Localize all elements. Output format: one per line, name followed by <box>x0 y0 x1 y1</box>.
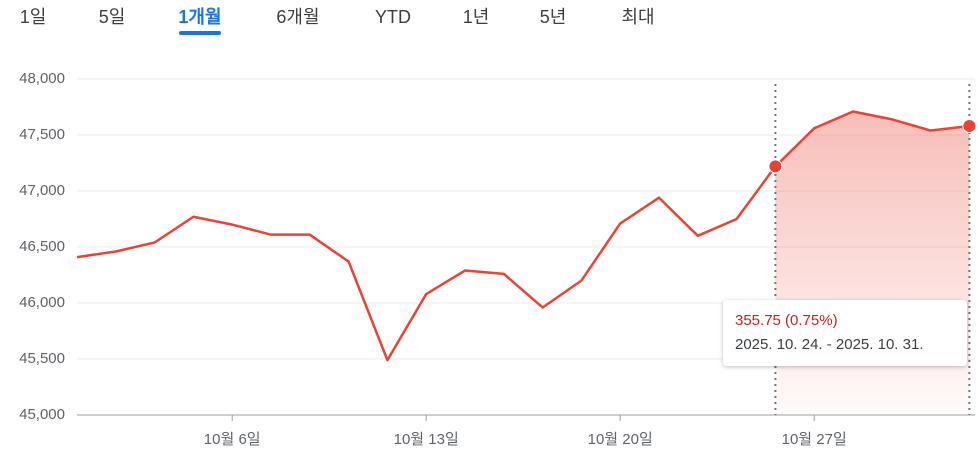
y-tick-label: 48,000 <box>19 70 65 87</box>
tooltip-box <box>723 300 967 366</box>
x-tick-label: 10월 20일 <box>588 431 653 448</box>
tooltip-range: 2025. 10. 24. - 2025. 10. 31. <box>735 336 923 353</box>
tab-bar: 1일 5일 1개월 6개월 YTD 1년 5년 최대 <box>20 7 655 35</box>
selection-point <box>768 159 783 174</box>
tab[interactable]: 1일 <box>20 7 47 27</box>
selection-area <box>775 111 970 415</box>
tab[interactable]: 5년 <box>540 7 567 27</box>
y-tick-label: 45,000 <box>19 406 65 423</box>
tab[interactable]: 최대 <box>621 7 654 27</box>
x-tick-label: 10월 27일 <box>782 431 847 448</box>
x-tick-label: 10월 6일 <box>204 431 261 448</box>
y-tick-label: 46,000 <box>19 294 65 311</box>
y-tick-label: 47,500 <box>19 126 65 143</box>
tab[interactable]: 5일 <box>99 7 126 27</box>
tooltip-change: 355.75 (0.75%) <box>735 312 838 329</box>
tab[interactable]: YTD <box>375 7 411 27</box>
tab-underline <box>179 31 221 35</box>
y-tick-label: 45,500 <box>19 350 65 367</box>
tab[interactable]: 1개월 <box>178 7 221 27</box>
y-tick-label: 47,000 <box>19 182 65 199</box>
x-tick-label: 10월 13일 <box>394 431 459 448</box>
y-tick-label: 46,500 <box>19 238 65 255</box>
tab[interactable]: 1년 <box>463 7 490 27</box>
price-line <box>76 110 970 362</box>
plot-area: 45,000 45,500 46,000 46,500 47,000 47,500 48,0… <box>19 70 977 448</box>
selection-point <box>962 119 977 134</box>
tab[interactable]: 6개월 <box>276 7 319 27</box>
